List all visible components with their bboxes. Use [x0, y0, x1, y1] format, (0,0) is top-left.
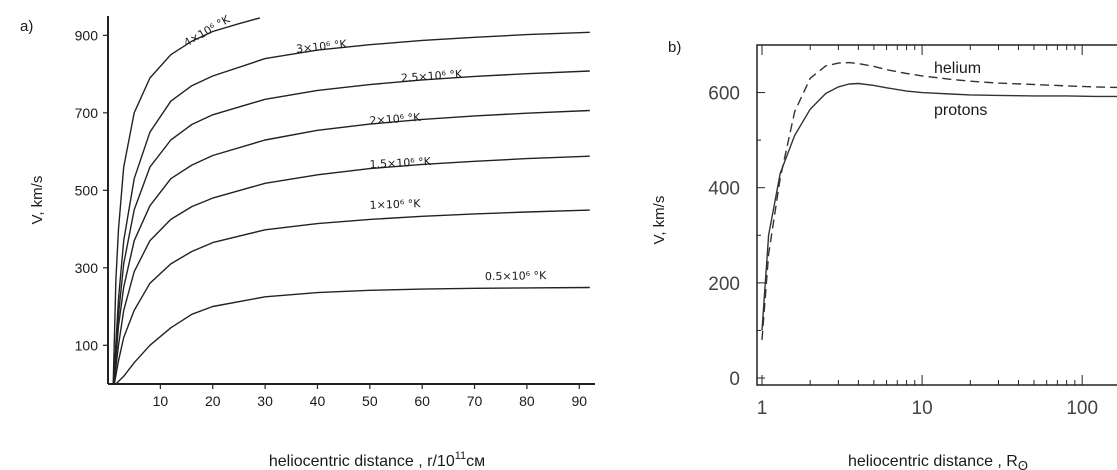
- a-curve-label-2-10-k: 2×10⁶ °K: [369, 111, 421, 128]
- panel-a-label: a): [20, 18, 33, 35]
- a-y-tick-label-300: 300: [75, 260, 99, 276]
- panel-b-x-title-text: heliocentric distance , R: [848, 453, 1018, 470]
- b-curve-protons: [761, 82, 1117, 331]
- a-x-tick-label-80: 80: [519, 393, 535, 409]
- a-curve-2-5-10-k: [112, 70, 590, 385]
- a-curve-label-2-5-10-k: 2.5×10⁶ °K: [401, 68, 464, 85]
- b-x-tick-label-1: 1: [757, 398, 768, 419]
- panel-b-frame: [756, 44, 1117, 386]
- a-curve-label-1-5-10-k: 1.5×10⁶ °K: [369, 155, 432, 171]
- a-curve-2-10-k: [113, 109, 590, 385]
- panel-a-x-axis-title: heliocentric distance , r/1011см: [269, 450, 485, 470]
- a-curve-3-10-k: [112, 31, 590, 385]
- a-curve-label-4-10-k: 4×10⁶ °K: [182, 13, 233, 50]
- a-curve-4-10-k: [112, 17, 261, 385]
- a-x-tick-label-60: 60: [414, 393, 430, 409]
- panel-a: a) 10 20 30 40 50 60 70 80 90 100 300 500 700 900 0.5…: [20, 13, 595, 470]
- b-y-tick-label-600: 600: [708, 84, 740, 105]
- panel-b-protons-label: protons: [934, 102, 987, 119]
- a-curve-1-5-10-k: [113, 155, 590, 385]
- a-x-tick-label-30: 30: [257, 393, 273, 409]
- a-x-tick-label-40: 40: [310, 393, 326, 409]
- a-x-tick-label-70: 70: [467, 393, 483, 409]
- b-curve-helium: [761, 61, 1117, 340]
- panel-b-x-axis-title: heliocentric distance , Rʘ: [848, 453, 1028, 470]
- panel-b-label: b): [668, 39, 681, 56]
- panel-a-ticks: 10 20 30 40 50 60 70 80 90 100 300 500 700 900: [75, 27, 588, 409]
- panel-b-x-title-sub: ʘ: [1018, 458, 1028, 470]
- a-x-tick-label-20: 20: [205, 393, 221, 409]
- a-y-tick-label-500: 500: [75, 182, 99, 198]
- a-y-tick-label-700: 700: [75, 105, 99, 121]
- a-x-tick-label-90: 90: [572, 393, 588, 409]
- a-curve-label-1-10-k: 1×10⁶ °K: [369, 197, 421, 212]
- panel-b: b) 1 10 100 0 200 400 600 helium protons V, km…: [651, 39, 1117, 470]
- a-x-tick-label-50: 50: [362, 393, 378, 409]
- a-y-tick-label-100: 100: [75, 337, 99, 353]
- b-y-tick-label-0: 0: [729, 369, 740, 390]
- a-x-tick-label-10: 10: [153, 393, 169, 409]
- b-y-tick-label-200: 200: [708, 274, 740, 295]
- b-x-tick-label-10: 10: [912, 398, 933, 419]
- a-curve-1-10-k: [113, 209, 590, 385]
- a-curve-label-0-5-10-k: 0.5×10⁶ °K: [485, 269, 547, 283]
- panel-b-y-axis-title: V, km/s: [651, 196, 668, 245]
- a-y-tick-label-900: 900: [75, 27, 99, 43]
- b-x-tick-label-100: 100: [1066, 398, 1098, 419]
- panel-a-y-axis-title: V, km/s: [29, 176, 46, 225]
- a-curve-label-3-10-k: 3×10⁶ °K: [295, 37, 348, 55]
- panel-a-x-title-text: heliocentric distance , r/10: [269, 453, 455, 470]
- panel-b-helium-label: helium: [934, 60, 981, 77]
- panel-b-ticks: 1 10 100 0 200 400 600: [708, 44, 1098, 419]
- b-y-tick-label-400: 400: [708, 179, 740, 200]
- panel-a-x-title-exp: 11: [455, 450, 466, 462]
- panel-a-curves: [112, 17, 590, 385]
- panel-a-x-title-unit: см: [466, 453, 485, 470]
- a-curve-0-5-10-k: [115, 286, 590, 385]
- panel-b-curves: [761, 61, 1117, 340]
